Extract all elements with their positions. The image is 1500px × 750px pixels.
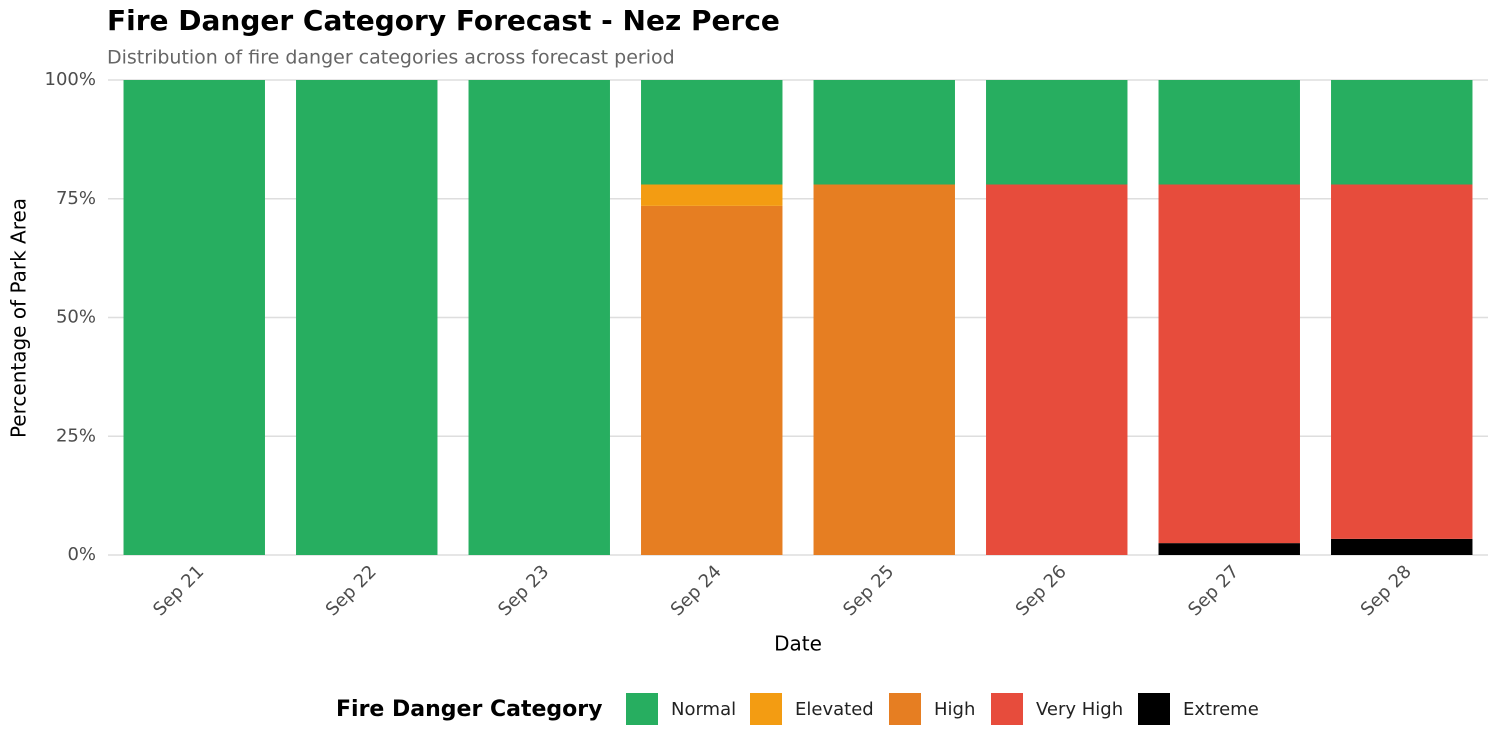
x-tick-label: Sep 21: [149, 561, 208, 620]
legend-swatch: [991, 693, 1023, 725]
bar-segment: [641, 80, 783, 185]
x-tick-label: Sep 25: [839, 561, 898, 620]
bar-segment: [641, 184, 783, 206]
legend-label: Very High: [1036, 699, 1123, 720]
x-tick-label: Sep 26: [1012, 561, 1071, 620]
legend-swatch: [626, 693, 658, 725]
y-axis-title: Percentage of Park Area: [7, 198, 31, 438]
y-tick-label: 0%: [67, 544, 96, 565]
legend-label: Normal: [671, 699, 736, 720]
legend-title: Fire Danger Category: [336, 697, 602, 722]
x-axis-title: Date: [774, 632, 822, 656]
y-tick-label: 50%: [56, 307, 96, 328]
bar-segment: [468, 80, 610, 555]
chart-title: Fire Danger Category Forecast - Nez Perc…: [107, 4, 780, 37]
bar-segment: [813, 184, 955, 555]
y-tick-label: 75%: [56, 188, 96, 209]
legend-swatch: [889, 693, 921, 725]
x-tick-label: Sep 23: [494, 561, 553, 620]
legend-label: Elevated: [795, 699, 874, 720]
legend-swatch: [1138, 693, 1170, 725]
bar-segment: [986, 80, 1128, 185]
x-tick-label: Sep 24: [667, 561, 726, 620]
legend-label: Extreme: [1183, 699, 1259, 720]
y-tick-label: 25%: [56, 425, 96, 446]
bar-segment: [1331, 538, 1473, 555]
bar-segment: [1158, 80, 1300, 185]
legend-swatch: [750, 693, 782, 725]
y-tick-label: 100%: [45, 69, 96, 90]
x-tick-label: Sep 27: [1184, 561, 1243, 620]
bar-segment: [813, 80, 955, 185]
bar-segment: [1158, 184, 1300, 544]
x-tick-label: Sep 28: [1357, 561, 1416, 620]
x-tick-label: Sep 22: [322, 561, 381, 620]
bar-segment: [296, 80, 438, 555]
legend-label: High: [934, 699, 975, 720]
bar-segment: [641, 205, 783, 555]
bar-segment: [123, 80, 265, 555]
bar-segment: [1158, 543, 1300, 555]
chart-subtitle: Distribution of fire danger categories a…: [107, 47, 675, 69]
bar-segment: [986, 184, 1128, 555]
bar-segment: [1331, 184, 1473, 539]
bar-segment: [1331, 80, 1473, 185]
